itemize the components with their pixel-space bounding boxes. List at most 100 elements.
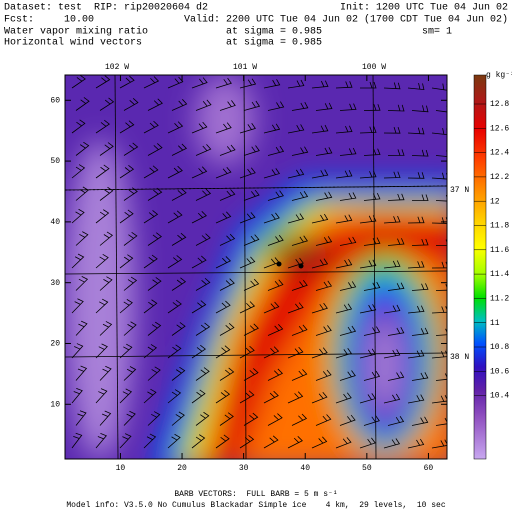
wind-barb xyxy=(99,276,113,291)
wind-barb xyxy=(123,276,138,291)
wind-barb xyxy=(383,215,401,224)
marker xyxy=(276,261,282,267)
wind-barb xyxy=(407,438,425,449)
wind-barb xyxy=(239,301,256,314)
colorbar-label: 12.2 xyxy=(490,173,509,182)
colorbar-label: 12.4 xyxy=(490,149,509,158)
wind-barb xyxy=(95,298,109,314)
wind-barb xyxy=(95,209,110,224)
wind-barb xyxy=(315,369,332,381)
wind-barb xyxy=(412,194,429,201)
wind-barb xyxy=(267,279,284,291)
wind-barb xyxy=(171,277,187,291)
wind-barb xyxy=(171,188,187,201)
wind-barb xyxy=(191,344,206,359)
wind-barb xyxy=(243,412,259,426)
wind-barb xyxy=(215,300,231,314)
wind-barb xyxy=(243,368,259,381)
wind-barb xyxy=(143,76,160,89)
wind-barb xyxy=(315,280,333,291)
wind-barb xyxy=(167,344,182,359)
wind-barb xyxy=(75,276,89,291)
wind-barb xyxy=(219,233,236,246)
wind-barb xyxy=(243,234,260,246)
wind-barb xyxy=(383,304,401,314)
wind-barb xyxy=(147,143,163,156)
wind-barb xyxy=(287,79,305,89)
wind-barb xyxy=(339,281,357,291)
wind-barb xyxy=(383,171,401,179)
wind-barb xyxy=(315,236,333,246)
wind-barb xyxy=(215,122,232,134)
barb-note: BARB VECTORS: FULL BARB = 5 m s⁻¹ xyxy=(174,490,337,499)
wind-barb xyxy=(99,410,112,426)
wind-barb xyxy=(95,343,108,359)
wind-barb xyxy=(311,213,329,224)
y-tick-label: 10 xyxy=(50,400,60,409)
wind-barb xyxy=(407,394,425,404)
wind-barb xyxy=(167,210,183,224)
wind-barb xyxy=(435,417,447,426)
dataset: Dataset: test RIP: rip20020604 d2 xyxy=(4,2,208,14)
wind-barb xyxy=(339,103,357,111)
wind-barb xyxy=(71,298,84,314)
wind-barb xyxy=(147,187,163,201)
colorbar-label: 12.8 xyxy=(490,100,509,109)
colorbar-label: 10.4 xyxy=(490,392,509,401)
wind-barb xyxy=(215,256,232,269)
colorbar xyxy=(473,74,487,460)
wind-barb xyxy=(339,147,357,156)
wind-barb xyxy=(71,75,86,89)
wind-barb xyxy=(95,388,108,404)
wind-barb xyxy=(99,186,114,201)
wind-barb xyxy=(75,141,90,156)
wind-barb xyxy=(363,148,381,156)
colorbar-label: 10.8 xyxy=(490,343,509,352)
wind-barb xyxy=(219,278,235,291)
wind-barb xyxy=(71,208,85,224)
wind-barb xyxy=(291,191,309,201)
wind-barb xyxy=(335,81,353,89)
wind-barb xyxy=(123,231,138,246)
wind-barb xyxy=(243,278,260,291)
wind-barb xyxy=(267,368,284,381)
wind-barb xyxy=(75,231,89,246)
wind-barb xyxy=(143,299,158,314)
wind-barb xyxy=(147,411,161,426)
wind-barb xyxy=(143,344,158,359)
wind-barb xyxy=(335,125,353,134)
wind-barb xyxy=(215,434,230,449)
valid: Valid: 2200 UTC Tue 04 Jun 02 (1700 CDT … xyxy=(184,14,508,26)
wind-barb xyxy=(71,164,86,179)
wind-barb xyxy=(387,416,405,426)
wind-barb xyxy=(315,325,332,336)
wind-barb xyxy=(123,366,137,381)
wind-barb xyxy=(191,255,207,269)
wind-barb xyxy=(335,214,353,224)
wind-barb xyxy=(147,98,163,111)
field xyxy=(65,75,447,459)
wind-barb xyxy=(243,145,260,156)
wind-barb xyxy=(99,365,112,381)
wind-barb xyxy=(147,232,162,246)
wind-barb xyxy=(431,128,447,136)
wind-barb xyxy=(263,123,281,134)
x-tick-label: 40 xyxy=(300,464,310,473)
level2: at sigma = 0.985 xyxy=(226,37,322,49)
wind-barb xyxy=(311,436,328,449)
wind-barb xyxy=(411,416,429,426)
wind-barb xyxy=(383,260,401,269)
wind-barb xyxy=(219,412,234,426)
wind-barb xyxy=(215,166,232,179)
wind-barb xyxy=(75,365,88,381)
wind-barb xyxy=(267,413,283,426)
wind-barb xyxy=(171,143,188,156)
wind-barb xyxy=(147,277,162,291)
wind-barb xyxy=(95,164,110,179)
wind-barb xyxy=(339,192,357,201)
wind-barb xyxy=(407,216,425,224)
wind-barb xyxy=(171,322,186,336)
wind-barb xyxy=(407,305,425,314)
wind-barb xyxy=(291,413,308,426)
